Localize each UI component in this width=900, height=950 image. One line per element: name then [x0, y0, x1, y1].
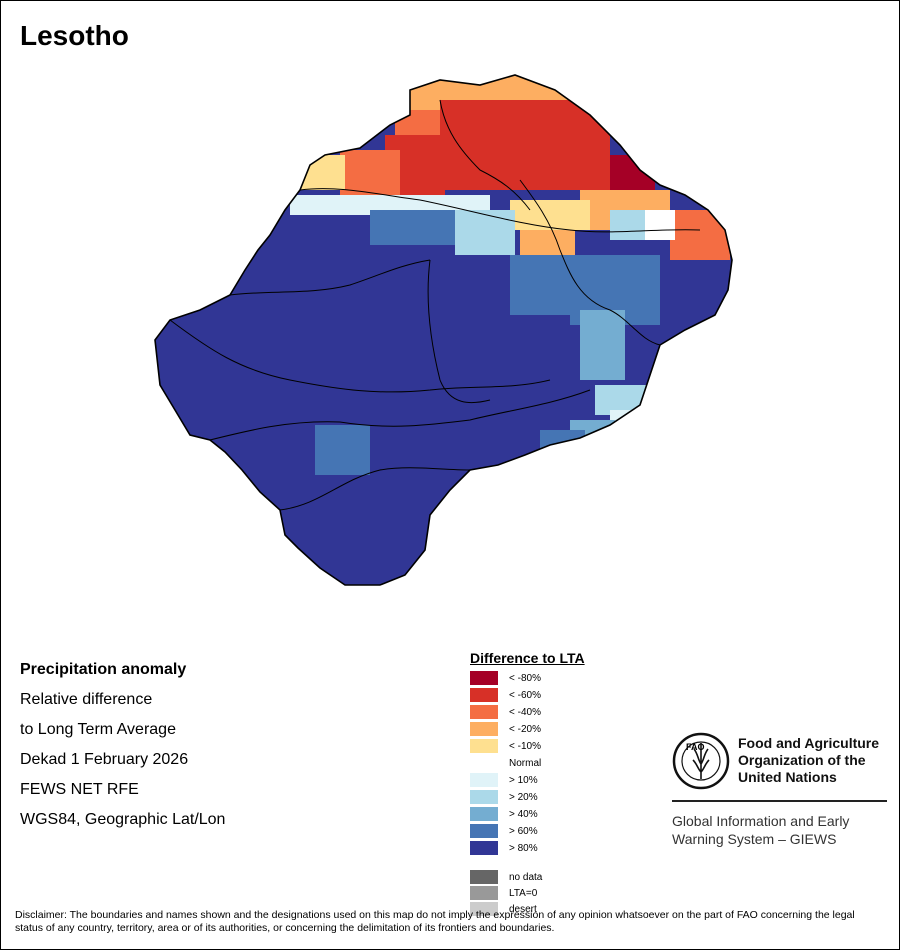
giews-name: Global Information and Early Warning Sys…: [672, 813, 850, 847]
legend-swatch: [470, 756, 498, 770]
legend-swatch: [470, 807, 498, 821]
legend-label: Normal: [509, 757, 542, 769]
legend-swatch: [470, 705, 498, 719]
legend-item: < -20%: [470, 722, 541, 736]
legend-item: > 20%: [470, 790, 538, 804]
legend-label: < -40%: [509, 706, 541, 718]
legend-swatch: [470, 790, 498, 804]
info-source: FEWS NET RFE: [20, 781, 139, 798]
legend-label: LTA=0: [509, 887, 538, 899]
district-boundaries: [169, 99, 701, 511]
fao-emblem-letters: FAO: [686, 742, 705, 752]
info-line-2: Relative difference: [20, 691, 153, 708]
legend-swatch: [470, 722, 498, 736]
fao-emblem-icon: FAO: [672, 732, 730, 790]
legend-title: Difference to LTA: [470, 650, 585, 666]
legend-item: > 10%: [470, 773, 538, 787]
legend-label: desert: [509, 903, 537, 915]
legend-label: > 80%: [509, 842, 538, 854]
legend-swatch: [470, 902, 498, 916]
legend-label: < -10%: [509, 740, 541, 752]
info-period: Dekad 1 February 2026: [20, 751, 189, 768]
anomaly-map-svg: [154, 74, 733, 586]
legend: Difference to LTA < -80% < -60% < -40% < -2…: [470, 650, 585, 916]
map-title: Lesotho: [20, 20, 129, 51]
legend-item: < -80%: [470, 671, 541, 685]
legend-item: > 80%: [470, 841, 538, 855]
legend-label: > 40%: [509, 808, 538, 820]
legend-item: < -40%: [470, 705, 541, 719]
fao-divider: [672, 800, 887, 802]
fao-logo-block: FAO Food and Agriculture Organization of…: [672, 732, 887, 847]
legend-swatch: [470, 870, 498, 884]
legend-item: < -60%: [470, 688, 541, 702]
legend-item: no data: [470, 870, 542, 884]
legend-item: < -10%: [470, 739, 541, 753]
info-product: Precipitation anomaly: [20, 661, 187, 678]
legend-label: > 10%: [509, 774, 538, 786]
national-boundary: [154, 74, 733, 586]
legend-label: > 20%: [509, 791, 538, 803]
legend-swatch: [470, 824, 498, 838]
info-line-3: to Long Term Average: [20, 721, 176, 738]
legend-item: > 40%: [470, 807, 538, 821]
legend-label: < -80%: [509, 672, 541, 684]
fao-org-name: Food and Agriculture Organization of the…: [738, 735, 880, 785]
anomaly-map: [140, 60, 760, 600]
map-info: Precipitation anomaly Relative differenc…: [20, 655, 225, 835]
legend-item: > 60%: [470, 824, 538, 838]
legend-label: < -20%: [509, 723, 541, 735]
legend-swatch: [470, 773, 498, 787]
legend-label: > 60%: [509, 825, 538, 837]
disclaimer: Disclaimer: The boundaries and names sho…: [15, 909, 855, 934]
legend-item: Normal: [470, 756, 541, 770]
legend-swatch: [470, 688, 498, 702]
info-projection: WGS84, Geographic Lat/Lon: [20, 811, 226, 828]
anomaly-raster: [155, 75, 732, 585]
legend-item: LTA=0: [470, 886, 537, 900]
legend-swatch: [470, 886, 498, 900]
legend-swatch: [470, 841, 498, 855]
legend-label: no data: [509, 871, 543, 883]
legend-label: < -60%: [509, 689, 541, 701]
legend-swatch: [470, 739, 498, 753]
legend-swatch: [470, 671, 498, 685]
legend-item: desert: [470, 902, 537, 916]
